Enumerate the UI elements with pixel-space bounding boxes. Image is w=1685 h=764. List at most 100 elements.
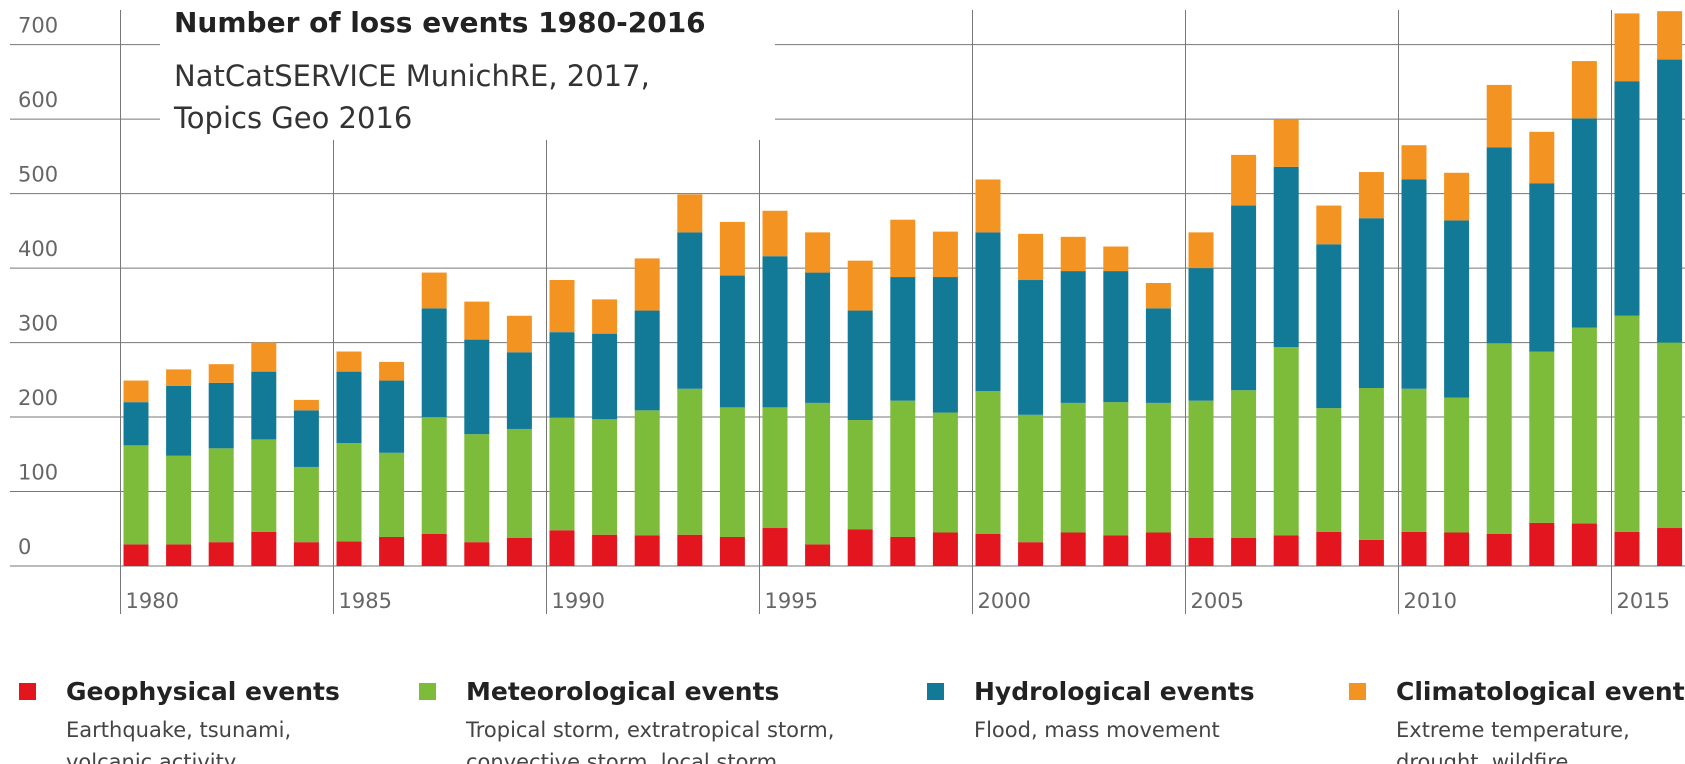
bar-segment <box>336 371 362 444</box>
bar-segment <box>1145 402 1171 533</box>
bar-segment <box>1188 232 1214 269</box>
bar-segment <box>1401 179 1427 389</box>
bar-segment <box>1018 542 1044 566</box>
bar-segment <box>1529 522 1555 566</box>
x-tick-label: 1995 <box>765 589 818 613</box>
bar-segment <box>634 410 660 536</box>
bar-segment <box>208 542 234 566</box>
bar-segment <box>1657 528 1683 566</box>
y-tick-label: 300 <box>18 312 58 336</box>
bar-segment <box>1444 220 1470 398</box>
bar-segment <box>762 256 788 408</box>
legend-description: Tropical storm, extratropical storm, <box>465 718 834 742</box>
bar-segment <box>293 542 319 566</box>
x-tick-label: 1985 <box>339 589 392 613</box>
bar-segment <box>1231 205 1257 391</box>
bar-segment <box>1614 315 1640 532</box>
bar-segment <box>1571 523 1597 566</box>
bar-segment <box>634 258 660 311</box>
bar-segment <box>1401 388 1427 532</box>
y-tick-label: 0 <box>18 535 31 559</box>
bar-segment <box>1316 408 1342 532</box>
bar-segment <box>1444 172 1470 221</box>
bar-segment <box>166 544 192 566</box>
bar-segment <box>208 382 234 449</box>
bar-segment <box>975 390 1001 534</box>
bar-segment <box>123 380 149 403</box>
bar-segment <box>336 541 362 566</box>
bar-segment <box>890 277 916 401</box>
bar-segment <box>123 544 149 566</box>
bar-segment <box>1231 390 1257 538</box>
bar-segment <box>1188 537 1214 566</box>
bar-segment <box>251 531 277 566</box>
bar-segment <box>1018 280 1044 415</box>
bar-segment <box>890 536 916 566</box>
bar-segment <box>1103 402 1129 536</box>
bar-segment <box>336 443 362 542</box>
bar-segment <box>592 419 618 535</box>
bar-segment <box>464 301 490 340</box>
y-tick-label: 100 <box>18 461 58 485</box>
bar-segment <box>379 536 405 566</box>
y-tick-label: 600 <box>18 88 58 112</box>
bar-segment <box>208 448 234 543</box>
bar-segment <box>421 308 447 418</box>
bar-segment <box>592 333 618 420</box>
bar-segment <box>208 364 234 383</box>
bar-segment <box>549 530 575 566</box>
bar-segment <box>1614 81 1640 316</box>
chart-subtitle: NatCatSERVICE MunichRE, 2017, <box>174 59 650 93</box>
bar-segment <box>762 528 788 566</box>
bar-segment <box>1145 308 1171 403</box>
bar-segment <box>1358 388 1384 540</box>
bar-segment <box>1188 400 1214 538</box>
bar-segment <box>1657 11 1683 60</box>
bar-segment <box>1358 539 1384 566</box>
bar-segment <box>1657 342 1683 529</box>
bar-segment <box>166 385 192 456</box>
bar-segment <box>1486 147 1512 344</box>
bar-segment <box>1614 13 1640 82</box>
bar-segment <box>464 339 490 435</box>
bar-segment <box>719 407 745 537</box>
bar-segment <box>506 537 532 566</box>
bar-segment <box>1231 154 1257 206</box>
bar-segment <box>506 352 532 429</box>
bar-segment <box>677 534 703 566</box>
bar-segment <box>592 534 618 566</box>
bar-segment <box>293 399 319 411</box>
bar-segment <box>379 452 405 537</box>
bar-segment <box>677 388 703 535</box>
x-tick-label: 1990 <box>552 589 605 613</box>
bar-segment <box>847 529 873 566</box>
bar-segment <box>379 361 405 381</box>
bar-segment <box>1273 166 1299 348</box>
bar-segment <box>1571 327 1597 524</box>
legend-description: Extreme temperature, <box>1396 718 1630 742</box>
bar-segment <box>464 434 490 543</box>
bar-segment <box>975 232 1001 391</box>
x-tick-label: 2000 <box>978 589 1031 613</box>
bar-segment <box>847 310 873 421</box>
x-tick-label: 2005 <box>1191 589 1244 613</box>
legend-description: drought, wildfire <box>1396 750 1568 764</box>
bar-segment <box>1060 271 1086 403</box>
bar-segment <box>932 532 958 566</box>
bar-segment <box>421 533 447 566</box>
bar-segment <box>1018 233 1044 281</box>
legend-swatch <box>419 683 436 700</box>
chart-subtitle: Topics Geo 2016 <box>173 101 412 135</box>
bar-segment <box>1444 397 1470 533</box>
bar-segment <box>1401 531 1427 566</box>
y-tick-label: 400 <box>18 237 58 261</box>
bar-segment <box>719 221 745 276</box>
bar-segment <box>1103 271 1129 403</box>
x-tick-label: 2015 <box>1617 589 1670 613</box>
bar-segment <box>592 299 618 334</box>
legend-swatch <box>927 683 944 700</box>
bar-segment <box>890 400 916 537</box>
bar-segment <box>1316 531 1342 566</box>
bar-segment <box>1231 537 1257 566</box>
